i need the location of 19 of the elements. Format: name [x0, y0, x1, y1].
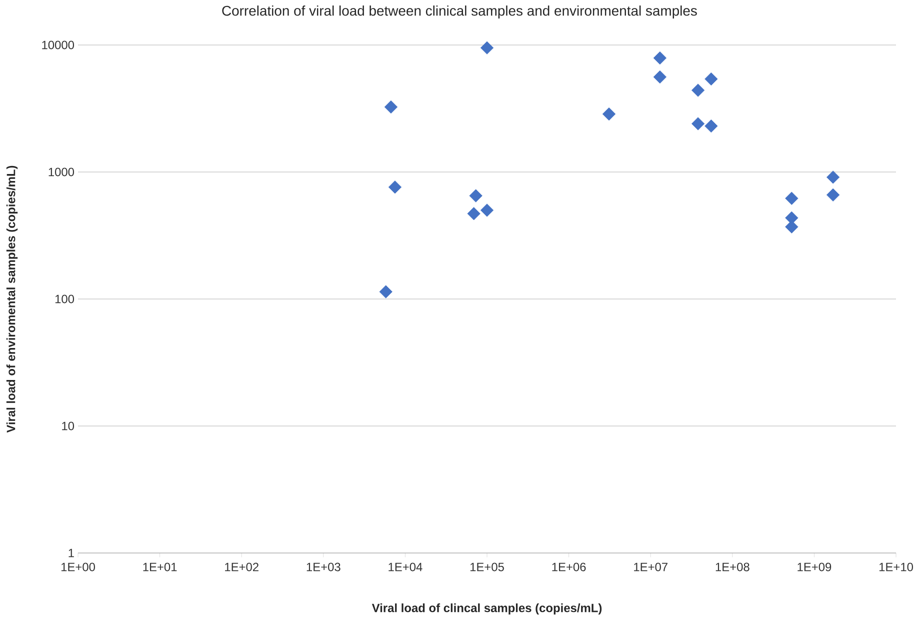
x-tick-label: 1E+03 — [306, 562, 340, 572]
y-tick-label: 1000 — [48, 168, 74, 176]
x-tick-label: 1E+05 — [470, 562, 504, 572]
y-axis-title: Viral load of enviromental samples (copies/mL) — [6, 166, 18, 433]
y-tick-label: 10000 — [42, 40, 74, 50]
x-tick-label: 1E+09 — [798, 562, 832, 572]
y-tick-label: 10 — [62, 422, 74, 430]
x-tick-label: 1E+07 — [634, 562, 668, 572]
x-tick-label: 1E+08 — [716, 562, 750, 572]
y-tick-label: 1 — [68, 548, 74, 558]
x-tick-label: 1E+02 — [225, 562, 258, 572]
x-tick-label: 1E+04 — [388, 562, 422, 572]
x-tick-label: 1E+00 — [61, 562, 95, 572]
x-axis-title: Viral load of clincal samples (copies/mL) — [372, 603, 602, 615]
x-tick-label: 1E+01 — [143, 562, 177, 572]
chart-title: Correlation of viral load between clinical samples and environmental samples — [222, 5, 697, 18]
y-tick-label: 100 — [55, 294, 74, 304]
x-tick-label: 1E+06 — [552, 562, 586, 572]
x-tick-label: 1E+10 — [879, 562, 913, 572]
